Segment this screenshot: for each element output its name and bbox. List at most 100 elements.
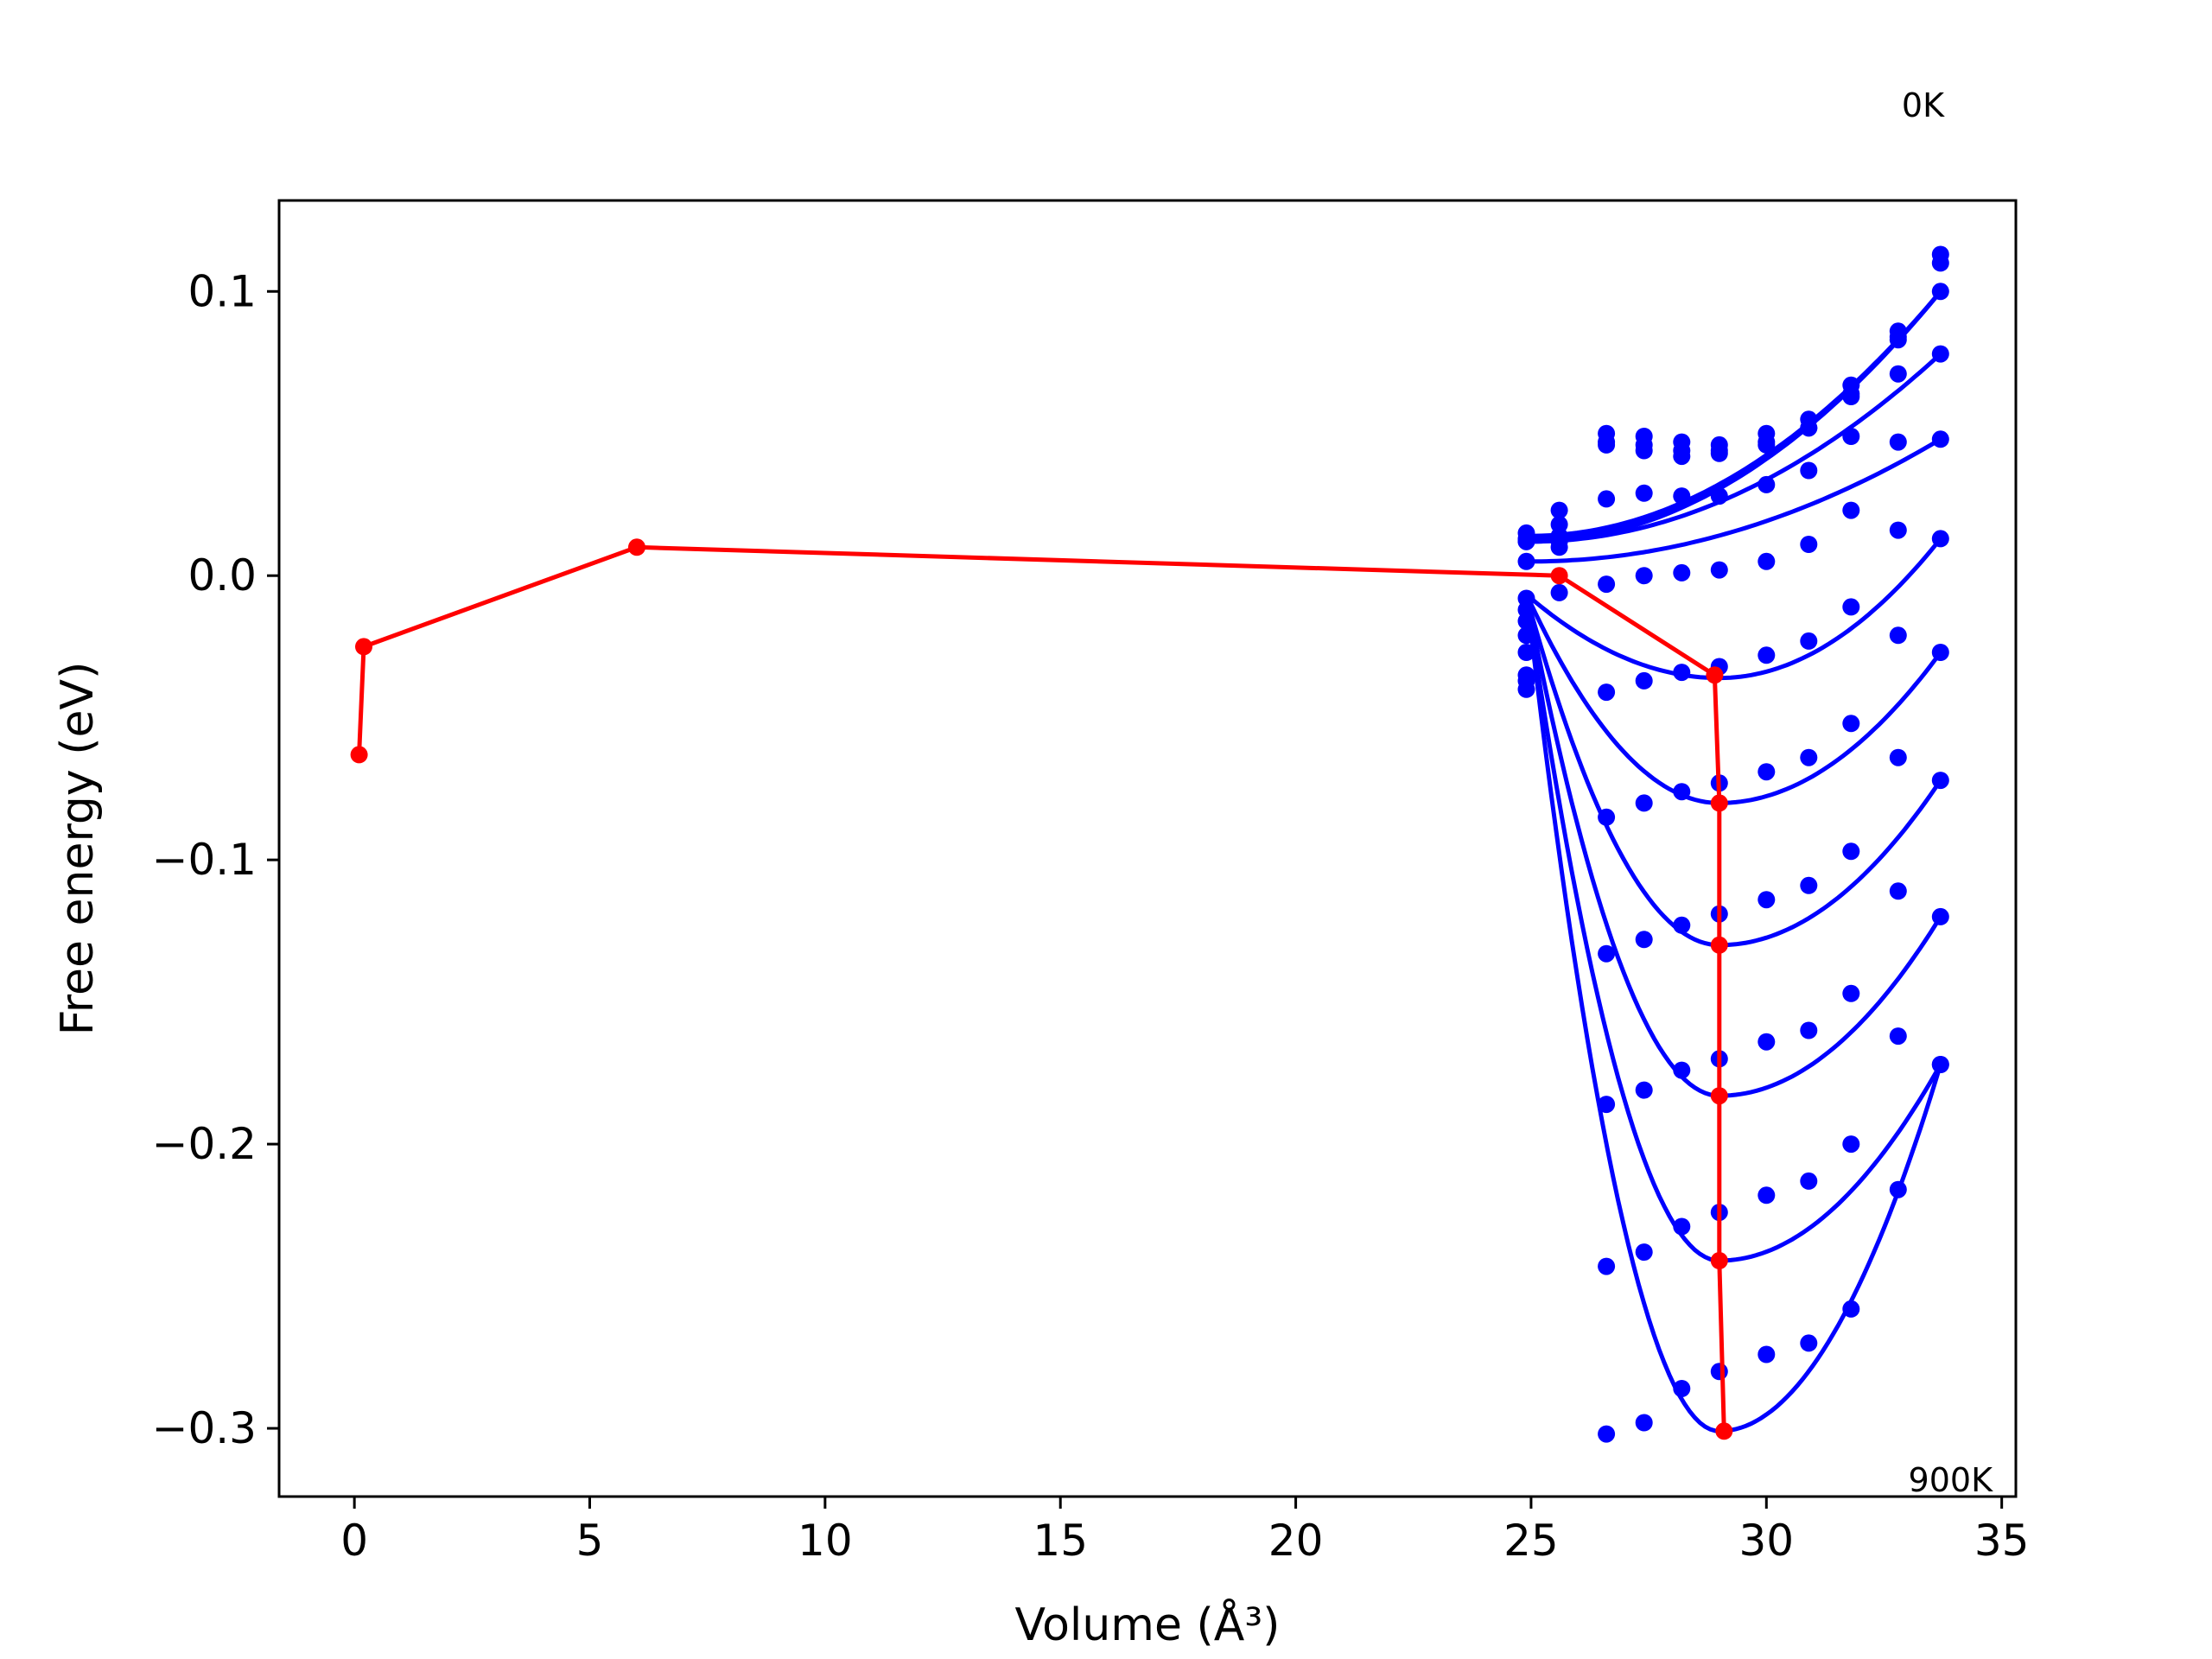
isotherm-point-4-3 (1635, 567, 1653, 585)
isotherm-point-9-2 (1598, 1257, 1616, 1275)
y-tick-label-1: −0.2 (152, 1119, 257, 1169)
isotherm-point-10-10 (1931, 1056, 1949, 1073)
minima-point-5 (1710, 794, 1728, 812)
isotherm-point-9-3 (1635, 1243, 1653, 1262)
isotherm-point-6-9 (1889, 626, 1907, 645)
isotherm-point-6-3 (1635, 794, 1653, 812)
isotherm-point-4-4 (1673, 563, 1691, 582)
isotherm-point-5-7 (1800, 632, 1818, 650)
y-tick-label-2: −0.1 (152, 835, 257, 885)
isotherm-point-5-2 (1598, 683, 1616, 702)
minima-point-3 (1550, 567, 1568, 585)
isotherm-point-5-6 (1758, 646, 1776, 664)
y-tick-label-0: −0.3 (152, 1403, 257, 1453)
x-tick-label-7: 35 (1974, 1516, 2030, 1566)
isotherm-point-4-6 (1758, 552, 1776, 570)
isotherm-point-4-9 (1889, 433, 1907, 451)
isotherm-point-4-0 (1517, 552, 1535, 570)
isotherm-point-7-10 (1931, 772, 1949, 790)
isotherm-point-2-7 (1800, 419, 1818, 437)
y-tick-label-4: 0.1 (188, 266, 257, 316)
isotherm-point-10-6 (1758, 1345, 1776, 1363)
minima-point-6 (1710, 936, 1728, 954)
isotherm-point-7-6 (1758, 891, 1776, 909)
minima-point-0 (350, 746, 368, 764)
isotherm-point-5-1 (1550, 583, 1568, 601)
isotherm-point-2-6 (1758, 435, 1776, 454)
isotherm-point-2-2 (1598, 424, 1616, 442)
isotherm-point-5-9 (1889, 521, 1907, 539)
isotherm-point-3-1 (1550, 501, 1568, 519)
isotherm-point-2-8 (1842, 388, 1860, 405)
isotherm-fit-curve-9 (1529, 626, 1942, 1263)
isotherm-point-5-10 (1931, 530, 1949, 548)
isotherm-point-8-7 (1800, 1021, 1818, 1039)
isotherm-point-7-8 (1842, 842, 1860, 861)
isotherm-point-4-2 (1598, 575, 1616, 594)
isotherm-point-9-4 (1673, 1217, 1691, 1236)
isotherm-point-3-3 (1635, 484, 1653, 502)
minima-point-7 (1710, 1087, 1728, 1105)
isotherm-point-10-2 (1598, 1425, 1616, 1443)
isotherm-fit-curve-7 (1529, 612, 1942, 948)
isotherm-point-4-10 (1931, 430, 1949, 448)
isotherm-point-2-9 (1889, 331, 1907, 349)
minima-point-1 (355, 638, 372, 656)
isotherm-point-8-8 (1842, 984, 1860, 1002)
plot-content (350, 245, 1949, 1443)
x-axis-ticks: 0 5 10 15 20 25 30 35 (340, 1497, 2029, 1566)
isotherm-point-3-6 (1758, 475, 1776, 493)
plot-frame (277, 199, 2018, 1498)
isotherm-point-6-4 (1673, 783, 1691, 801)
x-tick-label-4: 20 (1268, 1516, 1324, 1566)
isotherm-point-7-9 (1889, 748, 1907, 766)
isotherm-point-9-6 (1758, 1186, 1776, 1205)
isotherm-point-4-7 (1800, 536, 1818, 553)
isotherm-fit-curve-4 (1530, 437, 1942, 564)
isotherm-point-6-6 (1758, 763, 1776, 781)
isotherm-point-2-4 (1673, 448, 1691, 466)
isotherm-point-3-4 (1673, 487, 1691, 505)
isotherm-point-6-8 (1842, 715, 1860, 733)
isotherm-point-6-2 (1598, 808, 1616, 826)
minima-point-4 (1706, 666, 1724, 684)
isotherm-point-4-1 (1550, 538, 1568, 556)
isotherm-point-6-10 (1931, 644, 1949, 661)
isotherm-point-3-10 (1931, 345, 1949, 363)
isotherm-point-5-4 (1673, 664, 1691, 682)
isotherm-point-8-0 (1517, 626, 1535, 645)
isotherm-point-2-3 (1635, 442, 1653, 460)
isotherm-point-3-7 (1800, 461, 1818, 480)
isotherm-point-9-8 (1842, 1135, 1860, 1154)
isotherm-point-8-4 (1673, 1061, 1691, 1079)
isotherm-point-3-9 (1889, 365, 1907, 383)
annotation-900k: 900K (1909, 1461, 1994, 1499)
isotherm-point-7-7 (1800, 876, 1818, 894)
isotherm-fit-curve-5 (1529, 537, 1942, 681)
isotherm-fit-curve-3 (1530, 352, 1942, 544)
isotherm-fit-curve-8 (1529, 618, 1942, 1098)
isotherm-point-10-4 (1673, 1380, 1691, 1397)
y-tick-label-3: 0.0 (188, 550, 257, 601)
isotherm-point-3-8 (1842, 428, 1860, 445)
minima-path-line (357, 544, 1726, 1432)
isotherm-point-1-10 (1931, 254, 1949, 272)
x-tick-label-3: 15 (1033, 1516, 1088, 1566)
isotherm-point-3-5 (1710, 487, 1728, 505)
x-tick-label-2: 10 (798, 1516, 853, 1566)
isotherm-point-8-2 (1598, 1096, 1616, 1114)
x-axis-label: Volume (Å³) (1015, 1598, 1281, 1651)
isotherm-point-8-6 (1758, 1033, 1776, 1051)
isotherm-point-2-10 (1931, 283, 1949, 301)
isotherm-point-10-7 (1800, 1334, 1818, 1352)
extra-point-1 (1517, 671, 1535, 690)
minima-point-9 (1715, 1422, 1733, 1440)
isotherm-point-10-5 (1710, 1363, 1728, 1381)
isotherm-point-8-9 (1889, 882, 1907, 900)
x-tick-label-1: 5 (576, 1516, 604, 1566)
y-axis-label: Free energy (eV) (52, 662, 104, 1036)
isotherm-point-4-8 (1842, 501, 1860, 519)
isotherm-point-7-2 (1598, 944, 1616, 963)
isotherm-point-5-3 (1635, 671, 1653, 690)
x-tick-label-5: 25 (1503, 1516, 1559, 1566)
